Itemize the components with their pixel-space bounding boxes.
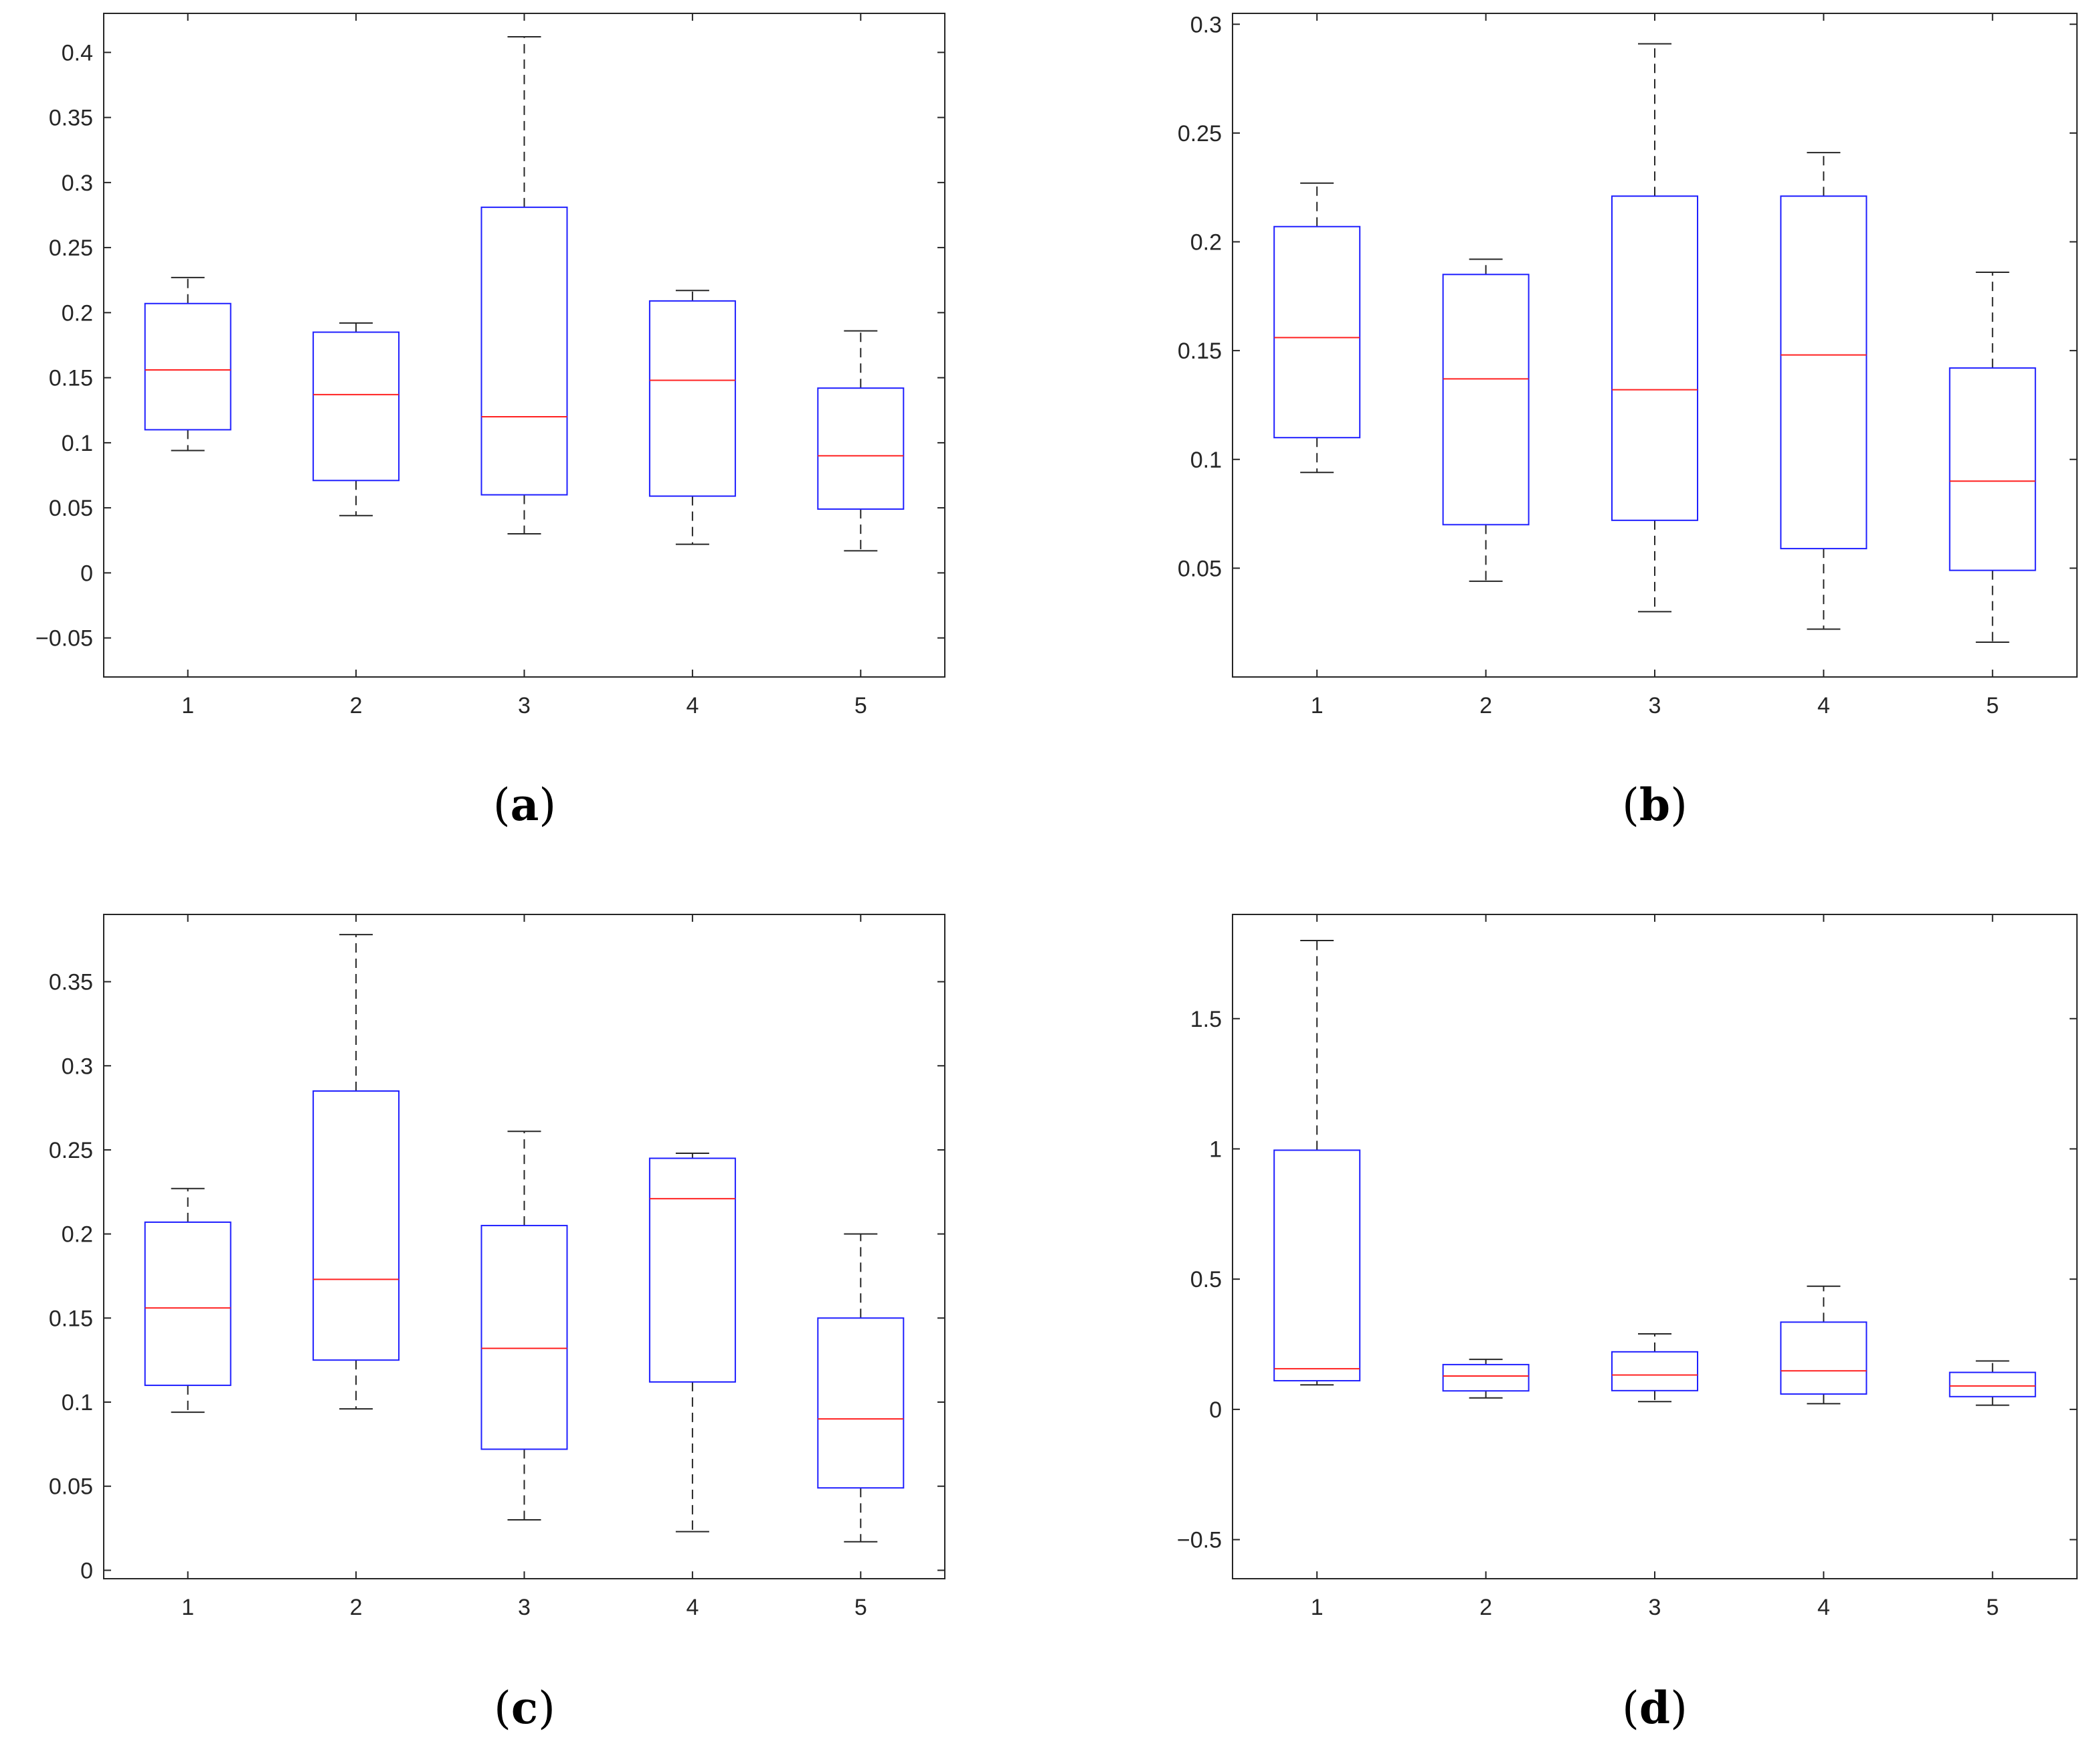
panel-d: −0.5 0 0.5 1 1.5 1 2 3 4 5 (d) <box>1177 914 2078 1734</box>
x-tick-label: 5 <box>1986 1595 1999 1620</box>
box-2 <box>1442 1363 1530 1392</box>
y-tick-label: 0.35 <box>49 106 93 131</box>
y-tick-label: 1.5 <box>1190 1007 1222 1032</box>
box-1 <box>144 302 232 431</box>
y-tick-label: 1 <box>1209 1137 1222 1162</box>
box-4 <box>648 300 736 497</box>
y-tick-label: 0.5 <box>1190 1267 1222 1292</box>
panel-caption: (d) <box>1622 1682 1688 1734</box>
x-tick-label: 1 <box>181 1595 194 1620</box>
y-tick-label: 0.3 <box>62 1054 93 1079</box>
y-tick-label: 0.05 <box>49 496 93 521</box>
y-tick-label: 0.15 <box>49 366 93 391</box>
x-tick-label: 2 <box>1479 1595 1492 1620</box>
caption-close: ) <box>538 1682 555 1734</box>
x-tick-label: 4 <box>686 1595 699 1620</box>
box-4 <box>648 1157 736 1383</box>
box-1 <box>144 1221 232 1386</box>
y-tick-label: 0.05 <box>49 1474 93 1500</box>
box-2 <box>312 1090 400 1361</box>
x-tick-label: 1 <box>1311 1595 1324 1620</box>
box-3 <box>1611 1351 1698 1391</box>
x-tick-label: 5 <box>854 693 867 718</box>
y-tick-label: 0.15 <box>1178 338 1222 364</box>
y-tick-label: 0.4 <box>62 40 93 66</box>
y-tick-label: 0.25 <box>49 235 93 261</box>
panel-caption: (b) <box>1622 779 1688 831</box>
y-tick-label: 0.35 <box>49 970 93 995</box>
box-1 <box>1273 225 1361 439</box>
x-tick-label: 2 <box>350 1595 363 1620</box>
box-5 <box>817 1317 905 1489</box>
box-5 <box>1948 1371 2036 1397</box>
x-tick-label: 3 <box>518 693 531 718</box>
caption-letter: a <box>511 779 539 831</box>
y-tick-label: 0.25 <box>1178 121 1222 146</box>
panel-b: 0.05 0.1 0.15 0.2 0.25 0.3 1 2 3 4 5 (b) <box>1178 12 2078 831</box>
panel-a: −0.05 0 0.05 0.1 0.15 0.2 0.25 0.3 0.35 0.4 1 2 3 4 5 (… <box>35 13 945 831</box>
x-tick-label: 1 <box>181 693 194 718</box>
x-tick-label: 3 <box>518 1595 531 1620</box>
panel-caption: (c) <box>494 1682 555 1734</box>
caption-letter: b <box>1639 779 1670 831</box>
box-5 <box>1948 367 2036 571</box>
box-4 <box>1780 1321 1868 1395</box>
box-2 <box>312 331 400 482</box>
box-1 <box>1273 1149 1361 1382</box>
caption-close: ) <box>1670 779 1688 831</box>
caption-letter: c <box>511 1682 538 1734</box>
y-tick-label: 0.1 <box>62 1390 93 1415</box>
x-tick-label: 1 <box>1311 693 1324 718</box>
box-4 <box>1780 195 1868 550</box>
caption-close: ) <box>539 779 556 831</box>
panel-caption: (a) <box>493 779 556 831</box>
y-tick-label: −0.05 <box>35 626 93 652</box>
y-tick-label: 0 <box>1209 1397 1222 1423</box>
box-3 <box>480 206 568 496</box>
y-tick-label: −0.5 <box>1177 1528 1222 1553</box>
x-tick-label: 2 <box>1479 693 1492 718</box>
y-tick-label: 0.3 <box>1190 12 1222 37</box>
y-tick-label: 0 <box>80 1558 93 1583</box>
x-tick-label: 4 <box>1817 693 1830 718</box>
caption-open: ( <box>494 1682 511 1734</box>
caption-open: ( <box>493 779 511 831</box>
caption-letter: d <box>1639 1682 1670 1734</box>
y-tick-label: 0.2 <box>62 300 93 326</box>
box-3 <box>480 1225 568 1450</box>
y-tick-label: 0 <box>80 561 93 586</box>
y-tick-label: 0.2 <box>62 1222 93 1248</box>
x-tick-label: 3 <box>1649 693 1661 718</box>
y-tick-label: 0.15 <box>49 1306 93 1331</box>
x-tick-label: 3 <box>1649 1595 1661 1620</box>
x-tick-label: 5 <box>854 1595 867 1620</box>
y-tick-label: 0.1 <box>1190 448 1222 473</box>
y-tick-label: 0.25 <box>49 1138 93 1163</box>
y-tick-label: 0.3 <box>62 171 93 196</box>
x-tick-label: 4 <box>1817 1595 1830 1620</box>
panel-c: 0 0.05 0.1 0.15 0.2 0.25 0.3 0.35 1 2 3 4 5 (c) <box>49 914 945 1734</box>
box-2 <box>1442 274 1530 526</box>
x-tick-label: 5 <box>1986 693 1999 718</box>
y-tick-label: 0.05 <box>1178 556 1222 581</box>
x-tick-label: 2 <box>350 693 363 718</box>
caption-open: ( <box>1622 1682 1639 1734</box>
y-tick-label: 0.1 <box>62 431 93 456</box>
y-tick-label: 0.2 <box>1190 230 1222 256</box>
caption-close: ) <box>1670 1682 1688 1734</box>
box-3 <box>1611 195 1698 521</box>
caption-open: ( <box>1622 779 1639 831</box>
box-5 <box>817 387 905 510</box>
x-tick-label: 4 <box>686 693 699 718</box>
